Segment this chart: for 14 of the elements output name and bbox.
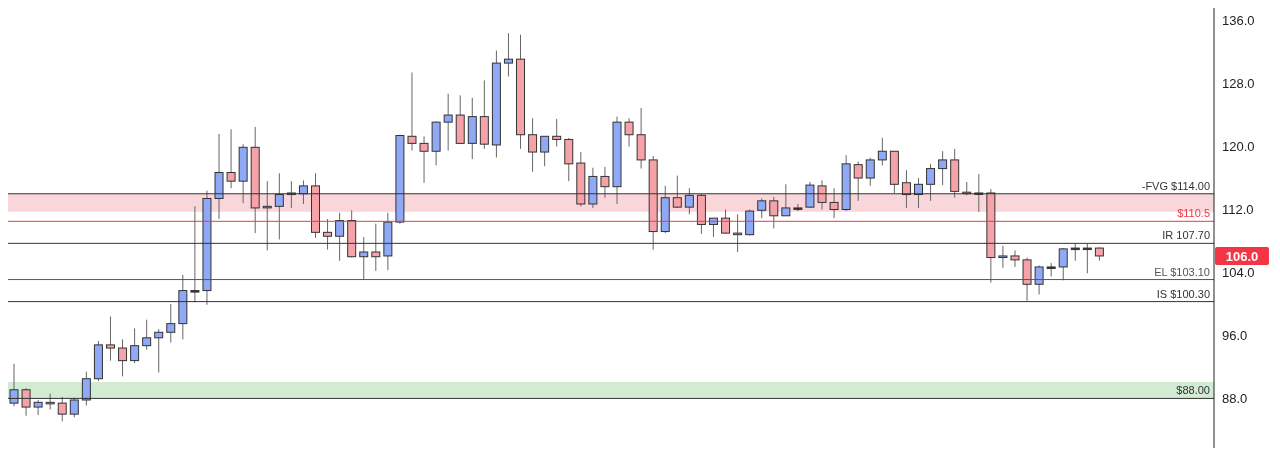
text: 106.0 (1225, 248, 1259, 264)
y-tick-label: 112.0 (1222, 202, 1254, 218)
y-tick-label: 128.0 (1222, 76, 1255, 92)
ref-line-label: IS $100.30 (1156, 287, 1210, 300)
y-tick-label: 88.0 (1222, 391, 1248, 407)
ref-line-label: EL $103.10 (1154, 265, 1210, 278)
y-tick-label: 136.0 (1222, 13, 1255, 29)
y-tick-label: 104.0 (1222, 265, 1255, 281)
ref-line-label: -FVG $114.00 (1141, 179, 1210, 192)
y-tick-label: 120.0 (1222, 139, 1255, 155)
ref-line-label: $110.5 (1177, 207, 1210, 220)
y-tick-label: 96.0 (1222, 328, 1248, 344)
ref-line-label: $88.00 (1176, 384, 1210, 397)
ref-line-label: IR 107.70 (1162, 229, 1210, 242)
